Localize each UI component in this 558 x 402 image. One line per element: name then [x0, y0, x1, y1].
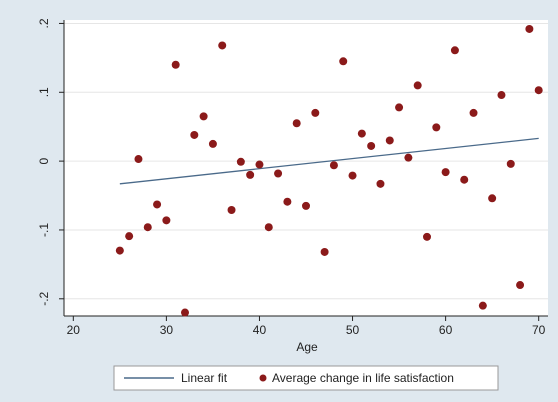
data-point	[162, 216, 171, 225]
data-point	[469, 108, 478, 117]
data-point	[302, 201, 310, 210]
legend-label-points: Average change in life satisfaction	[272, 371, 454, 385]
data-point	[339, 57, 348, 66]
data-point	[292, 119, 301, 128]
data-point	[329, 161, 338, 170]
data-point	[171, 60, 180, 69]
data-point	[199, 112, 208, 121]
data-point	[190, 130, 199, 139]
data-point	[115, 246, 124, 255]
x-tick-label: 70	[532, 323, 546, 337]
legend-box	[113, 365, 499, 391]
grid-lines	[64, 22, 548, 300]
x-tick-label: 60	[439, 323, 453, 337]
data-point	[450, 46, 459, 55]
x-tick-label: 50	[346, 323, 360, 337]
y-tick-label: -.2	[37, 291, 51, 305]
data-point	[441, 168, 450, 177]
data-point	[423, 232, 431, 241]
legend: Linear fit Average change in life satisf…	[113, 365, 499, 391]
y-tick-label: -.1	[37, 223, 51, 237]
data-point	[478, 301, 487, 310]
legend-point-swatch	[259, 374, 267, 382]
data-point	[320, 247, 329, 256]
y-tick-label: .1	[37, 87, 51, 97]
data-point	[264, 223, 273, 232]
data-point	[432, 123, 441, 132]
data-point	[385, 136, 394, 145]
data-point	[311, 108, 320, 117]
y-tick-label: .2	[37, 18, 51, 28]
data-point	[236, 157, 245, 166]
x-axis-title: Age	[296, 340, 318, 354]
data-point	[357, 129, 366, 138]
data-point	[125, 232, 134, 241]
x-tick-label: 30	[160, 323, 174, 337]
data-point	[404, 153, 413, 162]
data-point	[460, 175, 469, 184]
data-point	[227, 205, 236, 214]
y-tick-label: 0	[37, 157, 51, 164]
data-point	[274, 169, 283, 178]
data-point	[376, 179, 385, 188]
axis-ticks: -.2 -.1 0 .1 .2 20 30 40 50 60 70	[37, 18, 546, 337]
data-point	[348, 171, 357, 180]
data-point	[367, 141, 376, 150]
data-point	[208, 139, 217, 148]
data-point	[255, 160, 264, 169]
legend-label-linear-fit: Linear fit	[181, 371, 228, 385]
x-tick-label: 40	[253, 323, 267, 337]
data-point	[488, 194, 497, 203]
data-point	[218, 41, 227, 50]
data-point	[283, 197, 292, 206]
data-point	[516, 281, 525, 290]
linear-fit-line	[119, 137, 539, 185]
data-point	[134, 155, 143, 164]
data-point	[143, 223, 152, 232]
data-point	[534, 86, 543, 95]
data-point	[246, 170, 255, 179]
data-point	[506, 159, 515, 168]
data-point	[413, 81, 422, 90]
data-point	[497, 91, 506, 100]
data-point	[395, 103, 404, 112]
x-tick-label: 20	[67, 323, 81, 337]
linear-fit-layer	[119, 137, 539, 185]
data-point	[153, 200, 162, 209]
scatter-points	[115, 24, 543, 317]
data-point	[181, 308, 189, 317]
data-point	[525, 24, 534, 33]
plot-area	[64, 20, 548, 316]
